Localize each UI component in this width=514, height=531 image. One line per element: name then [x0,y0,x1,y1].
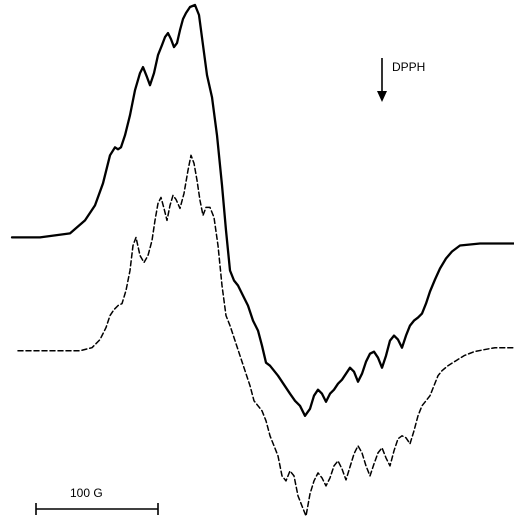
dpph-arrow-head-icon [377,91,387,102]
spectrum-traces [10,3,514,517]
scale-bar: 100 G [35,486,159,515]
solid-spectrum-line [10,3,514,417]
dpph-label: DPPH [392,60,425,74]
dpph-marker: DPPH [377,58,425,102]
scale-bar-label: 100 G [70,486,103,500]
dashed-spectrum-line [17,154,514,517]
